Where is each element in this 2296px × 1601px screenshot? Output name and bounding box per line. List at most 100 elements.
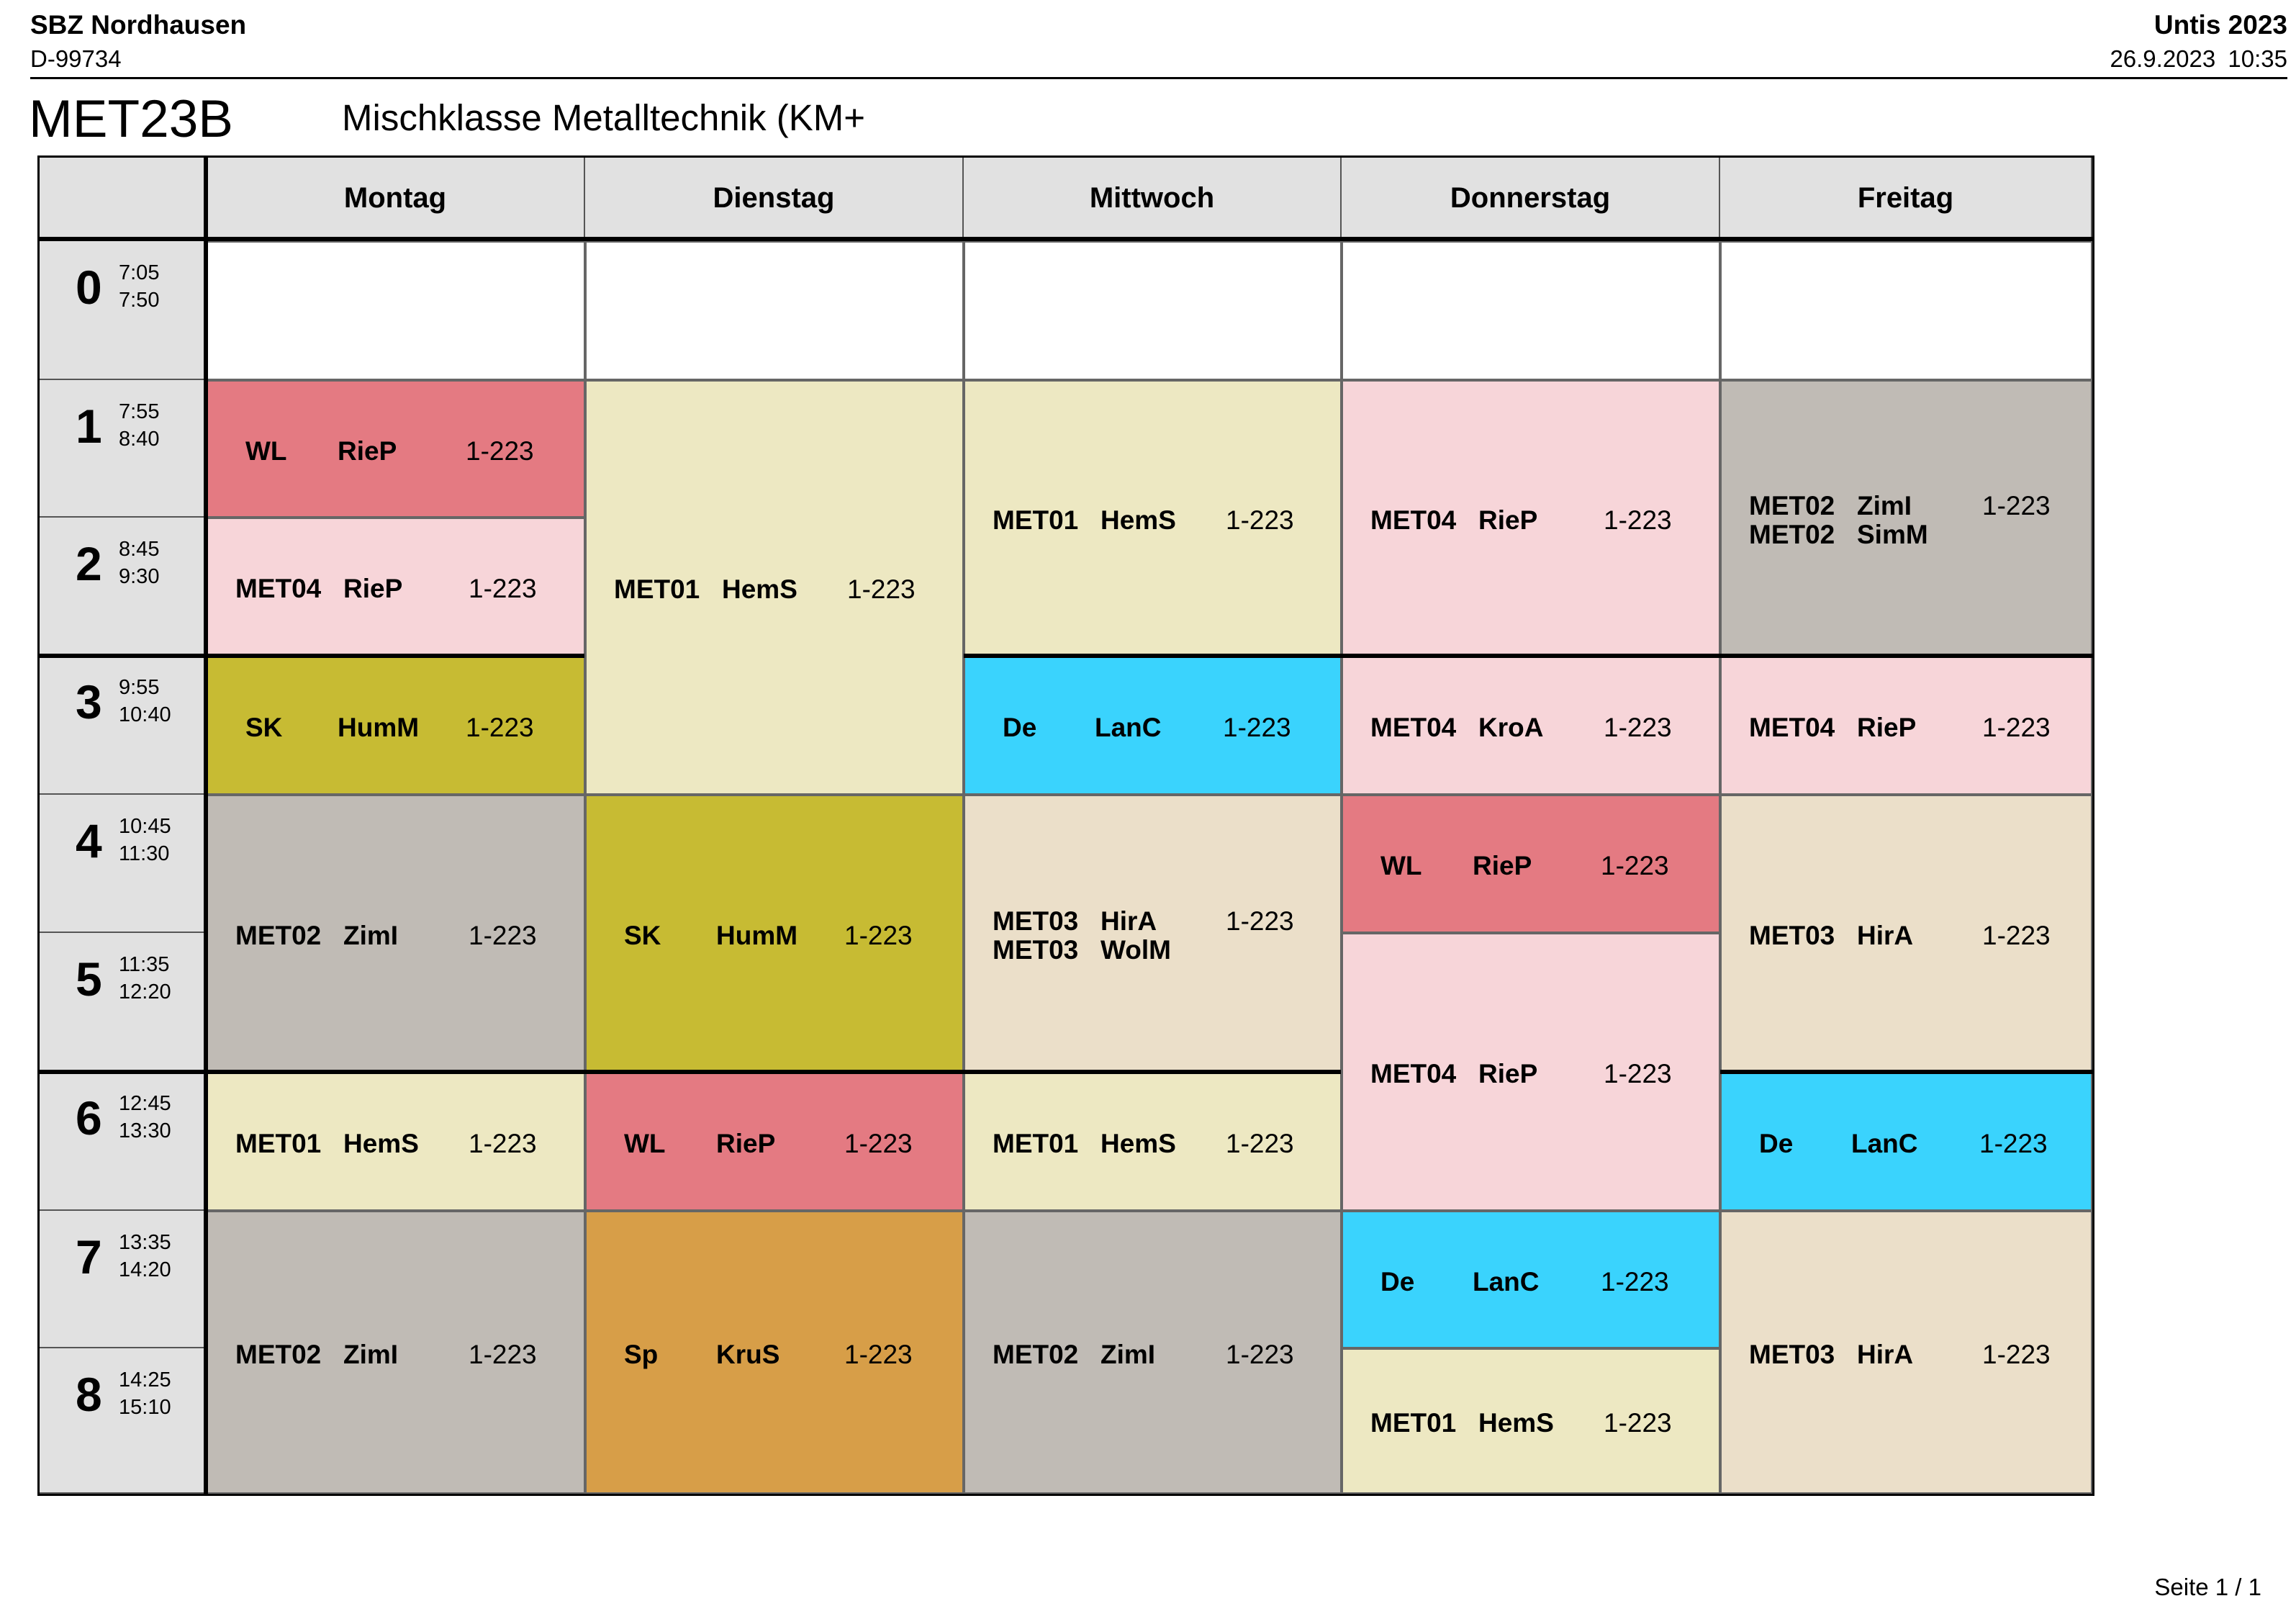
class-code: MET23B: [29, 90, 233, 148]
period-number: 5: [76, 952, 102, 1006]
lesson-teacher: HemS: [722, 574, 797, 604]
lesson-room: 1-223: [469, 921, 537, 950]
lesson-room: 1-223: [469, 1129, 537, 1158]
lesson-room: 1-223: [1982, 713, 2051, 742]
lesson-room: 1-223: [1982, 1340, 2051, 1369]
period-start-time: 12:45: [119, 1092, 171, 1115]
lesson-cell: MET01 HemS 1-223: [964, 380, 1342, 656]
lesson-cell: MET04 RieP 1-223: [1720, 656, 2092, 795]
lesson-cell: MET04 KroA 1-223: [1342, 656, 1720, 795]
period-end-time: 14:20: [119, 1258, 171, 1281]
period-start-time: 14:25: [119, 1368, 171, 1392]
lesson-subject: SK: [245, 713, 283, 742]
lesson-subject: De: [1380, 1267, 1415, 1296]
lesson-subject: MET02: [235, 1340, 322, 1369]
software-name: Untis 2023: [2153, 10, 2287, 40]
lesson-cell: MET01 HemS 1-223: [964, 1072, 1342, 1211]
lesson-room: 1-223: [844, 921, 913, 950]
lesson-cell: MET02 ZimI 1-223: [207, 795, 585, 1072]
school-zip: D-99734: [30, 45, 122, 72]
lesson-room: 1-223: [1979, 1129, 2048, 1158]
period-number: 7: [76, 1230, 102, 1284]
lesson-subject: MET01: [993, 505, 1079, 535]
period-row-0: 0 7:05 7:50: [40, 241, 204, 380]
lesson-cell: MET04 RieP 1-223: [207, 518, 585, 656]
period-row-3: 3 9:55 10:40: [40, 656, 204, 795]
lesson-room: 1-223: [1601, 1267, 1669, 1296]
lesson-teacher: HirA: [1100, 906, 1157, 936]
lesson-subject: MET04: [235, 574, 322, 603]
lesson-subject: MET03: [993, 935, 1079, 965]
lesson-cell: De LanC 1-223: [964, 656, 1342, 795]
lesson-teacher: HumM: [338, 713, 420, 742]
lesson-teacher: LanC: [1095, 713, 1162, 742]
lesson-subject: MET01: [993, 1129, 1079, 1158]
period-end-time: 10:40: [119, 703, 171, 726]
lesson-subject: MET01: [1370, 1408, 1457, 1438]
empty-cell: [207, 241, 585, 380]
lesson-cell: SK HumM 1-223: [207, 656, 585, 795]
lesson-teacher: RieP: [1857, 713, 1917, 742]
lesson-teacher: RieP: [1478, 1059, 1538, 1088]
lesson-subject: De: [1003, 713, 1037, 742]
lesson-room: 1-223: [1226, 1129, 1294, 1158]
empty-cell: [964, 241, 1342, 380]
lesson-teacher: ZimI: [1857, 491, 1912, 520]
lesson-cell: MET02 ZimI MET02 SimM 1-223: [1720, 380, 2092, 656]
lesson-subject: MET04: [1370, 505, 1457, 535]
lesson-subject: MET02: [1749, 491, 1835, 520]
lesson-cell: WL RieP 1-223: [1342, 795, 1720, 933]
lesson-room: 1-223: [1226, 906, 1294, 936]
lesson-cell: De LanC 1-223: [1342, 1211, 1720, 1348]
lesson-cell: MET01 HemS 1-223: [1342, 1348, 1720, 1494]
lesson-cell: Sp KruS 1-223: [585, 1211, 964, 1494]
lesson-subject: MET02: [235, 921, 322, 950]
period-row-6: 6 12:45 13:30: [40, 1072, 204, 1211]
period-row-2: 2 8:45 9:30: [40, 518, 204, 656]
lesson-teacher: ZimI: [343, 1340, 399, 1369]
period-row-7: 7 13:35 14:20: [40, 1211, 204, 1348]
empty-cell: [1720, 241, 2092, 380]
period-end-time: 12:20: [119, 980, 171, 1004]
lesson-subject: WL: [245, 436, 287, 466]
break-line: [1720, 1070, 2092, 1074]
lesson-teacher: HirA: [1857, 921, 1914, 950]
lesson-subject: MET03: [993, 906, 1079, 936]
lesson-room: 1-223: [1604, 1408, 1672, 1438]
period-start-time: 13:35: [119, 1231, 171, 1254]
lesson-subject: MET01: [235, 1129, 322, 1158]
lesson-subject: MET02: [993, 1340, 1079, 1369]
lesson-teacher: RieP: [1473, 851, 1532, 880]
lesson-subject: WL: [624, 1129, 666, 1158]
day-header-0: Montag: [207, 158, 585, 238]
lesson-room: 1-223: [1226, 1340, 1294, 1369]
break-line: [40, 654, 584, 658]
lesson-teacher: RieP: [716, 1129, 776, 1158]
lesson-teacher: ZimI: [343, 921, 399, 950]
lesson-subject: SK: [624, 921, 661, 950]
lesson-teacher: KruS: [716, 1340, 780, 1369]
lesson-cell: MET03 HirA 1-223: [1720, 795, 2092, 1072]
lesson-room: 1-223: [1223, 713, 1291, 742]
lesson-teacher: RieP: [343, 574, 403, 603]
lesson-teacher: KroA: [1478, 713, 1544, 742]
lesson-teacher: LanC: [1473, 1267, 1540, 1296]
break-line: [40, 1070, 1341, 1074]
period-start-time: 7:55: [119, 400, 160, 423]
lesson-teacher: HemS: [1478, 1408, 1554, 1438]
period-row-4: 4 10:45 11:30: [40, 795, 204, 933]
lesson-teacher: HirA: [1857, 1340, 1914, 1369]
day-header-4: Freitag: [1720, 158, 2092, 238]
lesson-subject: MET04: [1370, 1059, 1457, 1088]
lesson-teacher: ZimI: [1100, 1340, 1156, 1369]
day-header-1: Dienstag: [585, 158, 964, 238]
lesson-subject: De: [1759, 1129, 1794, 1158]
lesson-subject: WL: [1380, 851, 1422, 880]
period-start-time: 7:05: [119, 261, 160, 284]
period-start-time: 10:45: [119, 815, 171, 838]
lesson-room: 1-223: [844, 1129, 913, 1158]
lesson-teacher: HumM: [716, 921, 798, 950]
lesson-cell: De LanC 1-223: [1720, 1072, 2092, 1211]
period-number: 4: [76, 814, 102, 867]
lesson-room: 1-223: [1982, 491, 2051, 520]
